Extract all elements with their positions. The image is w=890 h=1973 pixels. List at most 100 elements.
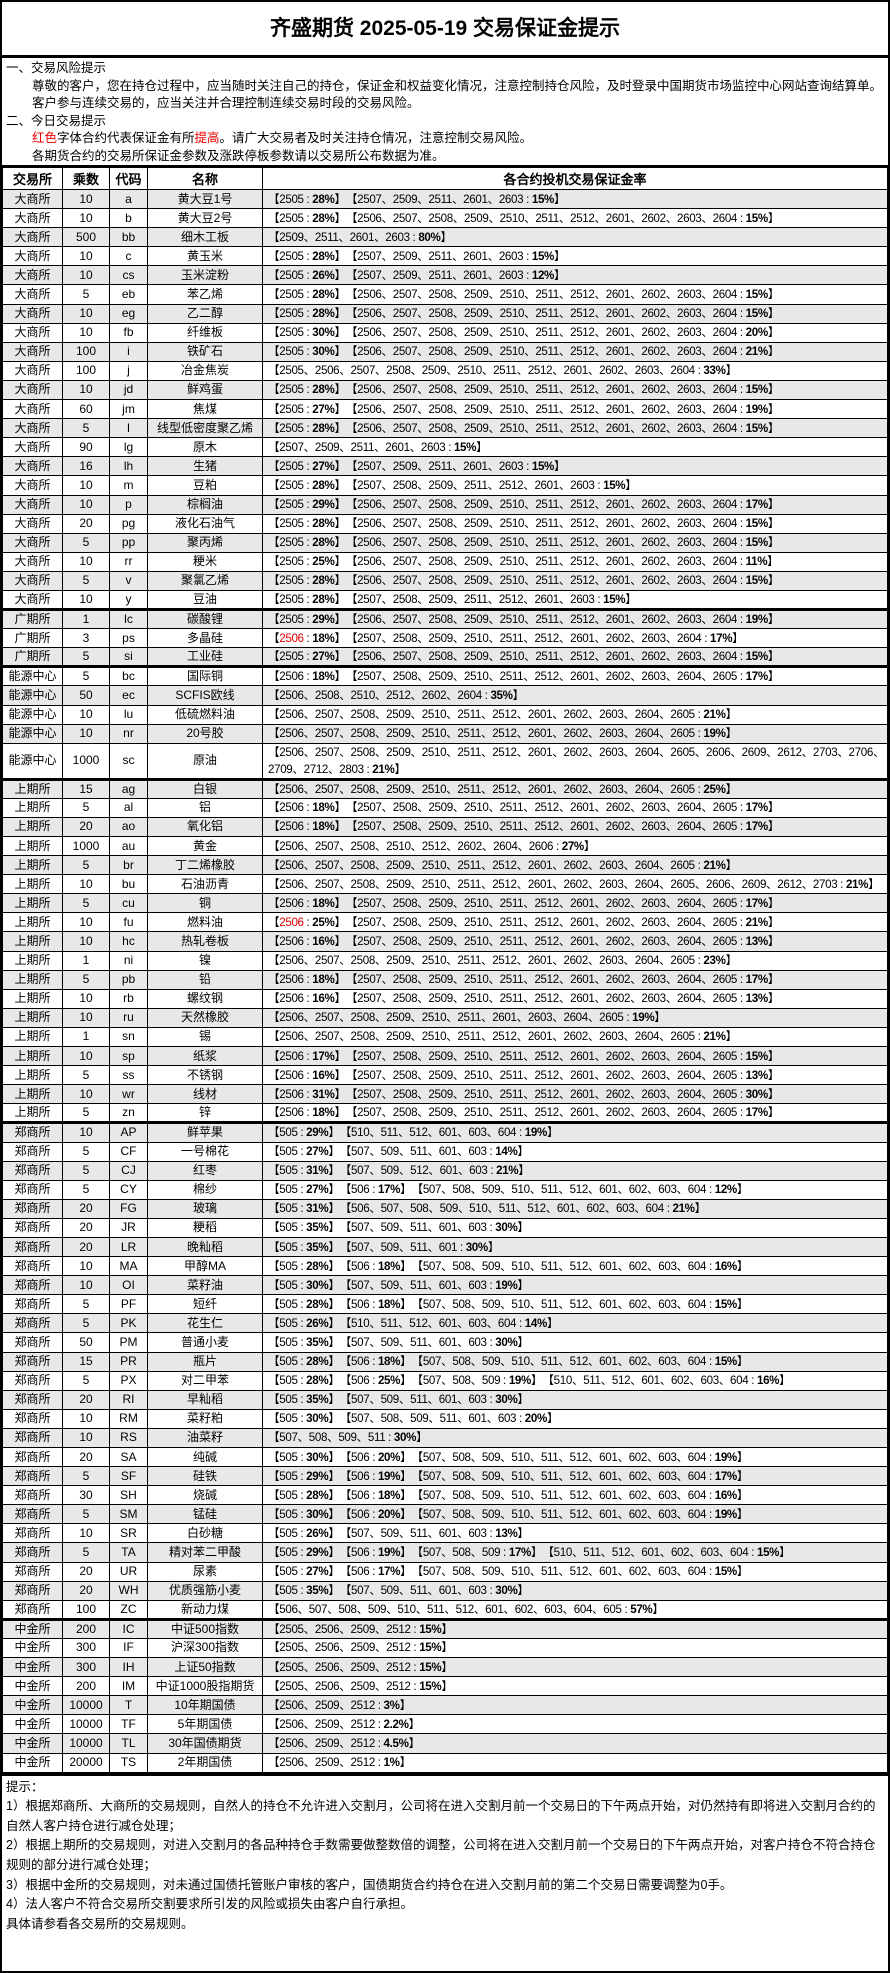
multiplier-cell: 5 (62, 1370, 110, 1391)
contract-months: 506 (351, 1297, 370, 1311)
exchange-cell: 郑商所 (2, 1599, 63, 1620)
table-row: 上期所 10 sp 纸浆 【2506 : 17%】 【2507、2508、2509、251… (2, 1046, 888, 1067)
margin-group: 【507、508、509 : 17%】 (417, 1546, 543, 1560)
margin-rate: 26% (306, 1526, 329, 1540)
exchange-cell: 郑商所 (2, 1198, 63, 1219)
margin-rate: 17% (745, 896, 769, 910)
margin-group: 【2506 : 16%】 (268, 935, 346, 949)
multiplier-cell: 10 (62, 1523, 110, 1544)
contract-months: 505 (279, 1297, 298, 1311)
margin-group: 【2507、2508、2509、2510、2511、2512、2601、2602… (351, 801, 780, 815)
margin-group: 【2506、2507、2508、2509、2510、2511、2512、2601… (351, 345, 780, 359)
name-cell: 新动力煤 (147, 1599, 263, 1620)
margin-group: 【2506、2507、2508、2509、2510、2511、2512、2601… (268, 877, 880, 891)
margin-rate: 17% (312, 1049, 335, 1063)
exchange-cell: 郑商所 (2, 1236, 63, 1258)
name-cell: 生猪 (147, 456, 263, 477)
name-cell: 2年期国债 (147, 1752, 263, 1773)
margin-group: 【2505 : 30%】 (268, 326, 346, 340)
margin-group: 【505 : 27%】 (268, 1145, 340, 1159)
table-row: 大商所 10 a 黄大豆1号 【2505 : 28%】 【2507、2509、2511、2… (2, 188, 888, 210)
margin-rate: 16% (312, 935, 335, 949)
margin-group: 【505 : 31%】 (268, 1202, 340, 1216)
multiplier-cell: 10 (62, 1007, 110, 1028)
table-row: 广期所 5 si 工业硅 【2505 : 27%】 【2506、2507、2508、250… (2, 647, 888, 668)
margin-rate: 35% (490, 688, 513, 702)
contract-months: 505 (279, 1450, 298, 1464)
multiplier-cell: 20 (62, 513, 110, 534)
contract-months: 505 (279, 1469, 298, 1483)
table-row: 能源中心 10 nr 20号胶 【2506、2507、2508、2509、2510、25… (2, 723, 888, 744)
margin-rate-cell: 【2506 : 16%】 【2507、2508、2509、2510、2511、25… (262, 988, 888, 1009)
contract-months: 505 (279, 1412, 298, 1426)
contract-months: 2506、2507、2508、2509、2510、2511、2512、2601、… (357, 326, 738, 340)
name-cell: 一号棉花 (147, 1141, 263, 1162)
margin-rate-cell: 【505 : 29%】 【510、511、512、601、603、604 : 19… (262, 1121, 888, 1143)
code-cell: cs (109, 265, 148, 286)
margin-rate-cell: 【2505 : 26%】 【2507、2509、2511、2601、2603 : … (262, 265, 888, 286)
margin-rate: 30% (465, 1240, 489, 1254)
name-cell: 原油 (147, 742, 263, 780)
name-cell: 原木 (147, 437, 263, 458)
margin-rate: 15% (745, 650, 769, 664)
table-row: 上期所 1 ni 镍【2506、2507、2508、2509、2510、2511、25… (2, 950, 888, 971)
margin-rate-cell: 【2505 : 27%】 【2506、2507、2508、2509、2510、25… (262, 399, 888, 420)
margin-group: 【2506、2507、2508、2509、2510、2511、2512、2601… (351, 326, 780, 340)
margin-rate: 21% (672, 1202, 695, 1216)
margin-group: 【505 : 35%】 (268, 1584, 340, 1598)
margin-group: 【2507、2508、2509、2510、2511、2512、2601、2602… (351, 1068, 780, 1082)
table-row: 上期所 10 hc 热轧卷板 【2506 : 16%】 【2507、2508、2509、2… (2, 931, 888, 952)
margin-rate-cell: 【2506、2507、2508、2510、2512、2602、2604、2606… (262, 835, 888, 857)
margin-rate-cell: 【2505、2506、2509、2512 : 15%】 (262, 1676, 888, 1697)
multiplier-cell: 5 (62, 1141, 110, 1162)
name-cell: 线材 (147, 1084, 263, 1105)
margin-rate-cell: 【2505 : 28%】 【2506、2507、2508、2509、2510、25… (262, 418, 888, 439)
code-cell: al (109, 797, 148, 818)
margin-rate: 12% (714, 1183, 738, 1197)
margin-group: 【2506 : 18%】 (268, 820, 346, 834)
contract-months: 505 (279, 1355, 298, 1369)
margin-group: 【2507、2508、2509、2510、2511、2512、2601、2602… (351, 973, 780, 987)
margin-group: 【2507、2508、2509、2510、2511、2512、2601、2602… (351, 820, 780, 834)
table-row: 大商所 90 lg 原木 【2507、2509、2511、2601、2603 : 15%… (2, 437, 888, 458)
name-cell: 粳米 (147, 551, 263, 572)
table-row: 中金所 10000 TL 30年国债期货 【2506、2509、2512 : 4.5%】 (2, 1733, 888, 1754)
margin-group: 【2506、2509、2512 : 3%】 (268, 1698, 411, 1712)
margin-rate: 18% (312, 896, 335, 910)
margin-group: 【2506 : 17%】 (268, 1049, 346, 1063)
name-cell: 5年期国债 (147, 1714, 263, 1735)
contract-months: 2505 (279, 192, 304, 206)
margin-rate-cell: 【2506 : 18%】 【2507、2508、2509、2510、2511、25… (262, 893, 888, 914)
multiplier-cell: 50 (62, 685, 110, 706)
exchange-cell: 上期所 (2, 912, 63, 933)
margin-rate-cell: 【2505、2506、2509、2512 : 15%】 (262, 1637, 888, 1659)
multiplier-cell: 20 (62, 1198, 110, 1219)
margin-group: 【507、508、509、511 : 30%】 (268, 1431, 428, 1445)
highlight-legend: 红色字体合约代表保证金有所提高。请广大交易者及时关注持仓情况，注意控制交易风险。 (6, 130, 884, 148)
exchange-cell: 能源中心 (2, 742, 63, 780)
code-cell: rr (109, 551, 148, 572)
exchange-cell: 上期所 (2, 893, 63, 914)
margin-group: 【2505 : 28%】 (268, 211, 346, 225)
code-cell: IH (109, 1657, 148, 1678)
margin-rate: 4.5% (383, 1736, 409, 1750)
name-cell: 不锈钢 (147, 1065, 263, 1086)
table-row: 大商所 10 eg 乙二醇 【2505 : 28%】 【2506、2507、2508、25… (2, 303, 888, 324)
margin-group: 【505 : 35%】 (268, 1393, 340, 1407)
multiplier-cell: 16 (62, 456, 110, 477)
name-cell: 上证50指数 (147, 1657, 263, 1678)
margin-rate: 28% (312, 288, 335, 302)
margin-rate: 30% (495, 1584, 518, 1598)
margin-group: 【2507、2508、2509、2510、2511、2512、2601、2602… (351, 631, 744, 645)
exchange-cell: 郑商所 (2, 1294, 63, 1315)
exchange-cell: 郑商所 (2, 1217, 63, 1238)
margin-rate: 13% (745, 935, 769, 949)
code-cell: RM (109, 1408, 148, 1429)
margin-rate-cell: 【2505 : 28%】 【2506、2507、2508、2509、2510、25… (262, 303, 888, 324)
contract-months: 2506 (279, 820, 304, 834)
margin-group: 【505 : 26%】 (268, 1316, 340, 1330)
margin-group: 【505 : 35%】 (268, 1335, 340, 1349)
multiplier-cell: 5 (62, 1466, 110, 1487)
exchange-cell: 中金所 (2, 1617, 63, 1639)
contract-months: 2506、2507、2508、2509、2510、2511、2512、2601、… (357, 574, 738, 588)
